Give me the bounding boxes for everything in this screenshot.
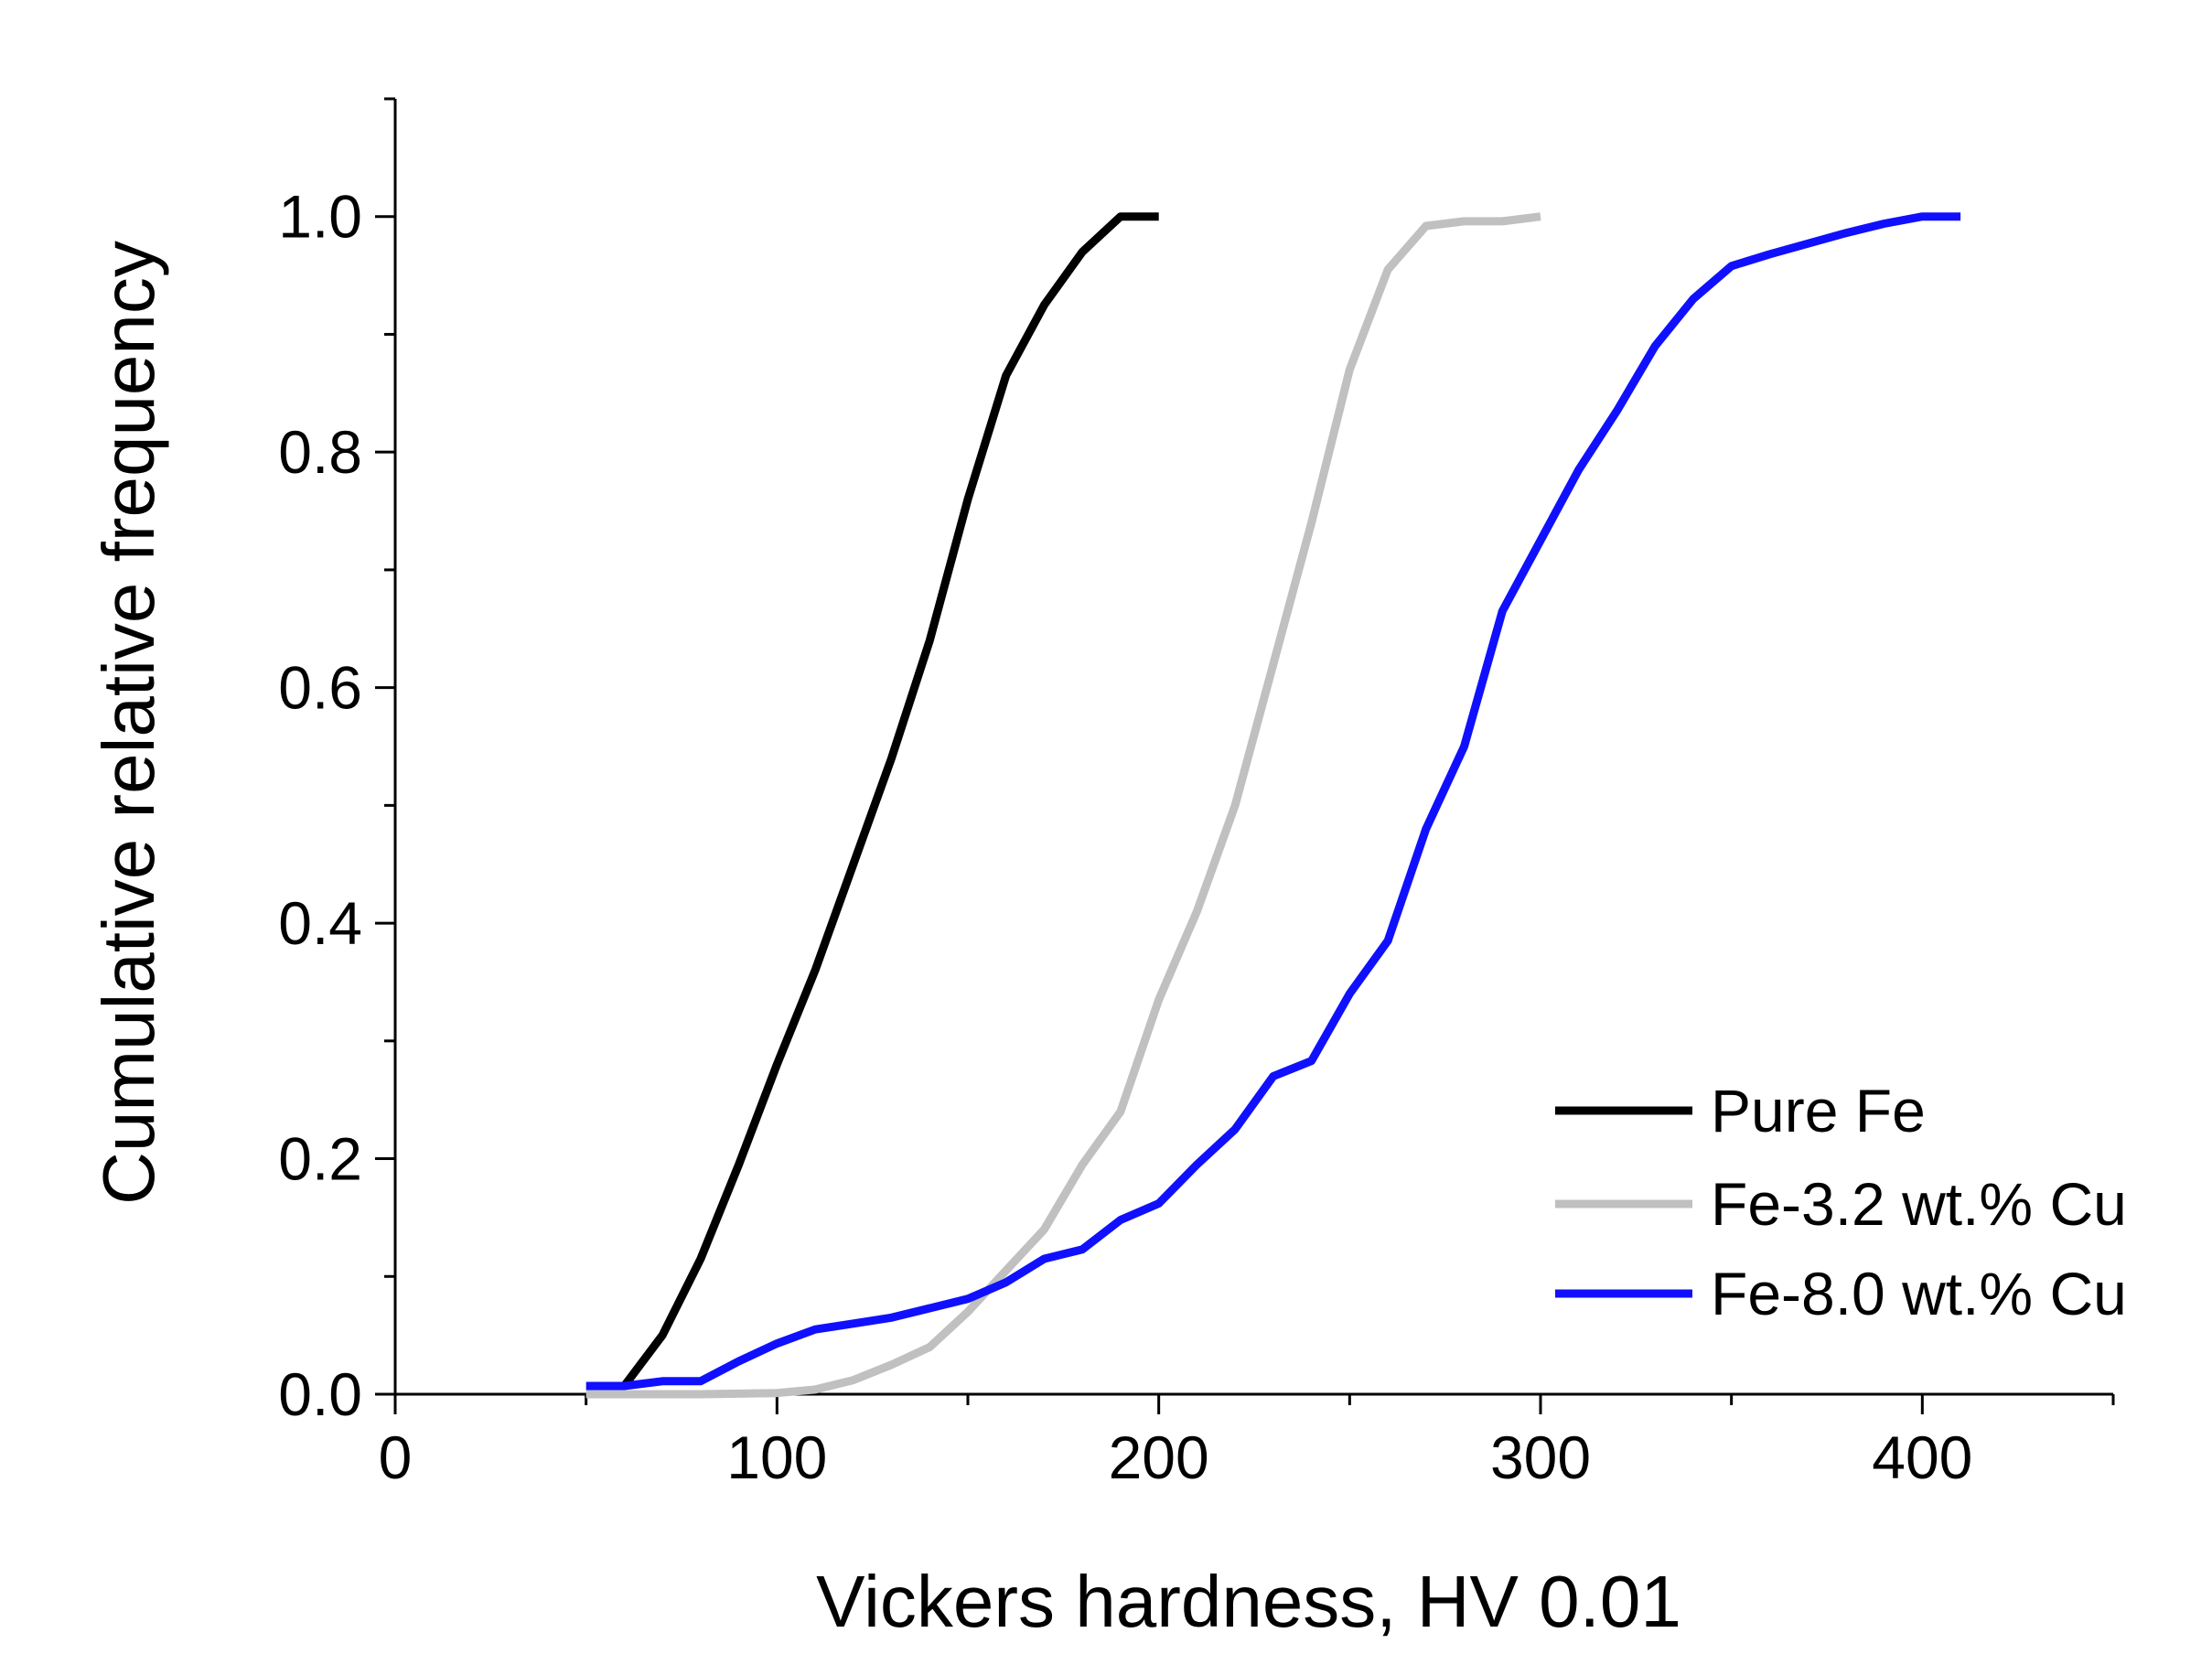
axes: 0 100 200 300 400 0.0 0.2 0.4 0.6 0.8 1.0 xyxy=(278,97,2115,1491)
y-axis-title: Cumulative relative frequency xyxy=(88,241,169,1205)
y-tick-label: 0.4 xyxy=(278,889,362,957)
y-tick-label: 1.0 xyxy=(278,183,362,251)
y-tick-label: 0.0 xyxy=(278,1360,362,1428)
y-tick-label: 0.8 xyxy=(278,418,362,486)
x-tick-label: 100 xyxy=(726,1423,827,1491)
series-layer xyxy=(585,212,1961,1399)
series-line-fe-8-0-wt-cu xyxy=(585,212,1961,1391)
x-tick-label: 300 xyxy=(1490,1423,1591,1491)
legend-label-pure-fe: Pure Fe xyxy=(1711,1077,1926,1144)
x-axis-title: Vickers hardness, HV 0.01 xyxy=(816,1561,1681,1642)
series-line-pure-fe xyxy=(620,212,1159,1389)
x-tick-label: 0 xyxy=(379,1423,413,1491)
legend: Pure Fe Fe-3.2 wt.% Cu Fe-8.0 wt.% Cu xyxy=(1555,1077,2127,1327)
y-tick-label: 0.6 xyxy=(278,654,362,722)
legend-label-fe-8-0-wt-cu: Fe-8.0 wt.% Cu xyxy=(1711,1260,2127,1327)
legend-label-fe-3-2-wt-cu: Fe-3.2 wt.% Cu xyxy=(1711,1170,2127,1238)
y-tick-label: 0.2 xyxy=(278,1125,362,1193)
series-line-fe-3-2-wt-cu xyxy=(585,212,1541,1399)
x-tick-label: 200 xyxy=(1109,1423,1209,1491)
x-tick-label: 400 xyxy=(1872,1423,1972,1491)
